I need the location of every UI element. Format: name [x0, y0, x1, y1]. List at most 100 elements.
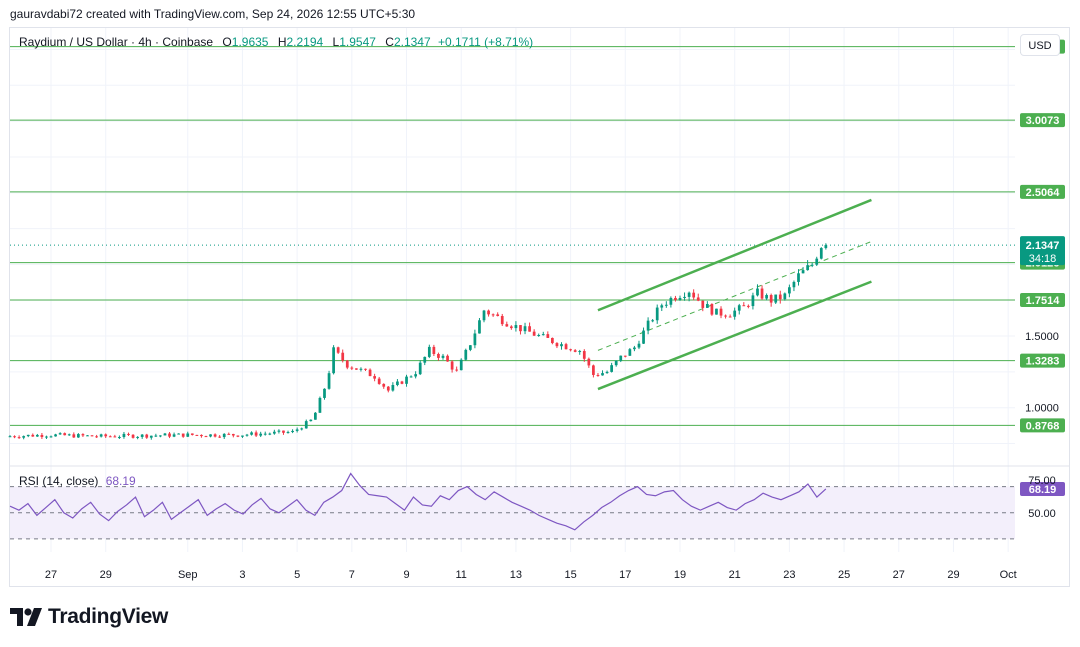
- candle-body: [532, 331, 536, 336]
- low-value: 1.9547: [339, 35, 376, 49]
- rsi-line: [9, 472, 827, 531]
- candle-body: [760, 288, 764, 299]
- high-label: H: [277, 35, 287, 49]
- candle-body: [560, 344, 563, 347]
- x-tick-label: 29: [947, 569, 959, 581]
- open-label: O: [222, 35, 232, 49]
- countdown-label: 34:18: [1029, 253, 1057, 265]
- candle-body: [788, 287, 791, 294]
- candle-body: [801, 270, 805, 274]
- candle-body: [200, 434, 203, 437]
- chart-frame[interactable]: [9, 27, 1070, 587]
- open-value: 1.9635: [231, 35, 269, 49]
- candle-body: [323, 388, 326, 398]
- candle-body: [774, 294, 778, 303]
- currency-button[interactable]: USD: [1020, 34, 1060, 56]
- axes: 27 29 Sep 3 5 7 9 11 13 15 17 19 21 23 25 27 29 Oct 1.0000…: [45, 331, 1059, 581]
- candle-body: [692, 292, 696, 298]
- candle-body: [58, 433, 62, 435]
- candle-body: [427, 346, 431, 357]
- x-tick-label: 3: [239, 569, 245, 581]
- y-tick-label: 1.5000: [1025, 331, 1059, 343]
- channel-upper-line: [597, 198, 872, 312]
- candle-body: [13, 436, 16, 438]
- y-tick-label: 1.0000: [1025, 403, 1059, 415]
- candle-body: [31, 434, 35, 437]
- candle-body: [747, 305, 750, 307]
- candle-body: [309, 419, 313, 422]
- candle-body: [592, 365, 595, 375]
- rsi-band: [10, 486, 1015, 540]
- candle-body: [683, 296, 686, 298]
- candle-body: [728, 316, 732, 318]
- candle-body: [186, 433, 190, 437]
- level-label-box: [1020, 113, 1065, 128]
- level-label-box: [1020, 353, 1065, 368]
- candle-body: [423, 356, 427, 363]
- candle-body: [810, 264, 814, 266]
- candle-body: [637, 343, 641, 348]
- candle-body: [751, 295, 755, 307]
- candle-body: [623, 355, 627, 357]
- candle-body: [81, 434, 85, 436]
- candle-body: [159, 435, 162, 437]
- candle-body: [414, 374, 418, 377]
- candle-body: [537, 334, 541, 336]
- level-label: 1.7514: [1026, 295, 1061, 307]
- candle-body: [277, 430, 281, 432]
- candle-body: [669, 297, 673, 305]
- candle-body: [701, 300, 705, 308]
- candle-body: [505, 324, 509, 327]
- candle-body: [272, 431, 276, 434]
- rsi-title[interactable]: RSI (14, close): [19, 474, 99, 488]
- candle-body: [651, 320, 655, 322]
- current-price-box: [1020, 236, 1065, 266]
- candle-body: [541, 334, 545, 336]
- candle-body: [327, 373, 331, 389]
- candle-body: [22, 436, 26, 438]
- x-tick-label: 19: [674, 569, 686, 581]
- rsi-value-box: [1020, 481, 1065, 496]
- candle-body: [282, 430, 285, 433]
- candle-body: [500, 316, 504, 325]
- candle-body: [149, 435, 153, 438]
- tradingview-logo[interactable]: TradingView: [10, 604, 168, 630]
- symbol-name[interactable]: Raydium / US Dollar · 4h · Coinbase: [19, 35, 214, 49]
- candle-body: [26, 434, 30, 437]
- candle-body: [131, 434, 135, 438]
- candle-body: [528, 326, 531, 332]
- grid: [10, 28, 1070, 552]
- candle-body: [619, 355, 623, 361]
- candle-body: [756, 288, 759, 296]
- candle-body: [364, 368, 367, 370]
- x-tick-label: 15: [564, 569, 576, 581]
- candle-body: [551, 337, 554, 344]
- x-tick-label: 9: [403, 569, 409, 581]
- close-label: C: [385, 35, 394, 49]
- candle-body: [213, 434, 217, 437]
- candle-body: [382, 383, 386, 387]
- candle-body: [450, 361, 454, 370]
- candle-body: [405, 376, 408, 384]
- candle-body: [555, 343, 559, 347]
- rsi-y-tick-label: 75.00: [1028, 475, 1056, 487]
- candle-body: [63, 433, 67, 436]
- candle-body: [341, 352, 345, 361]
- x-tick-label: 25: [838, 569, 850, 581]
- candle-body: [304, 421, 308, 429]
- candle-body: [601, 373, 604, 376]
- candle-body: [222, 433, 226, 438]
- x-tick-label: 27: [893, 569, 905, 581]
- candle-body: [491, 314, 495, 316]
- x-tick-label: 5: [294, 569, 300, 581]
- candle-body: [286, 432, 290, 434]
- candle-body: [468, 345, 472, 350]
- rsi-value-axis-label: 68.19: [1029, 484, 1057, 496]
- candle-body: [318, 397, 322, 413]
- candle-body: [231, 433, 235, 436]
- candle-body: [168, 433, 171, 437]
- candle-body: [687, 292, 691, 297]
- low-label: L: [332, 35, 340, 49]
- candle-body: [628, 349, 632, 356]
